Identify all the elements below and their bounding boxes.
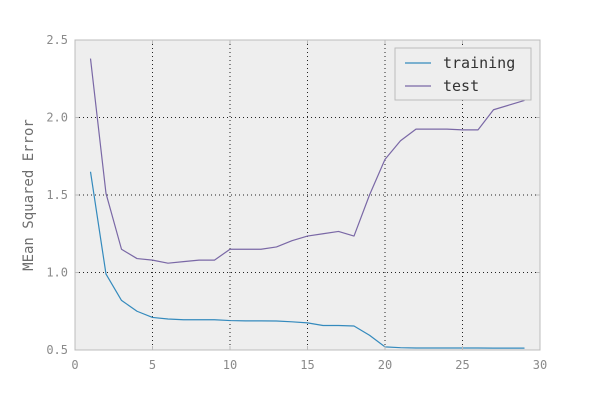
x-tick-label-3: 15 [300, 358, 314, 372]
legend-label-training: training [443, 54, 515, 72]
series-layer [89, 58, 525, 349]
y-tick-label-0: 0.5 [46, 343, 68, 357]
y-tick-label-1: 1.0 [46, 266, 68, 280]
x-tick-label-6: 30 [533, 358, 547, 372]
y-tick-label-2: 1.5 [46, 188, 68, 202]
x-tick-label-2: 10 [223, 358, 237, 372]
grid-lines [75, 40, 540, 350]
y-axis-label: MEan Squared Error [21, 119, 37, 271]
legend: training test [394, 47, 532, 101]
y-tick-label-4: 2.5 [46, 33, 68, 47]
y-tick-labels: 0.5 1.0 1.5 2.0 2.5 [46, 33, 68, 357]
series-line-test [89, 58, 525, 264]
y-tick-label-3: 2.0 [46, 111, 68, 125]
legend-label-test: test [443, 77, 479, 95]
series-line-training [89, 171, 525, 349]
axis-ticks [74, 39, 541, 351]
x-tick-label-5: 25 [455, 358, 469, 372]
legend-box [394, 47, 532, 101]
x-tick-label-0: 0 [71, 358, 78, 372]
x-tick-label-4: 20 [378, 358, 392, 372]
x-tick-label-1: 5 [149, 358, 156, 372]
x-tick-labels: 0 5 10 15 20 25 30 [71, 358, 547, 372]
